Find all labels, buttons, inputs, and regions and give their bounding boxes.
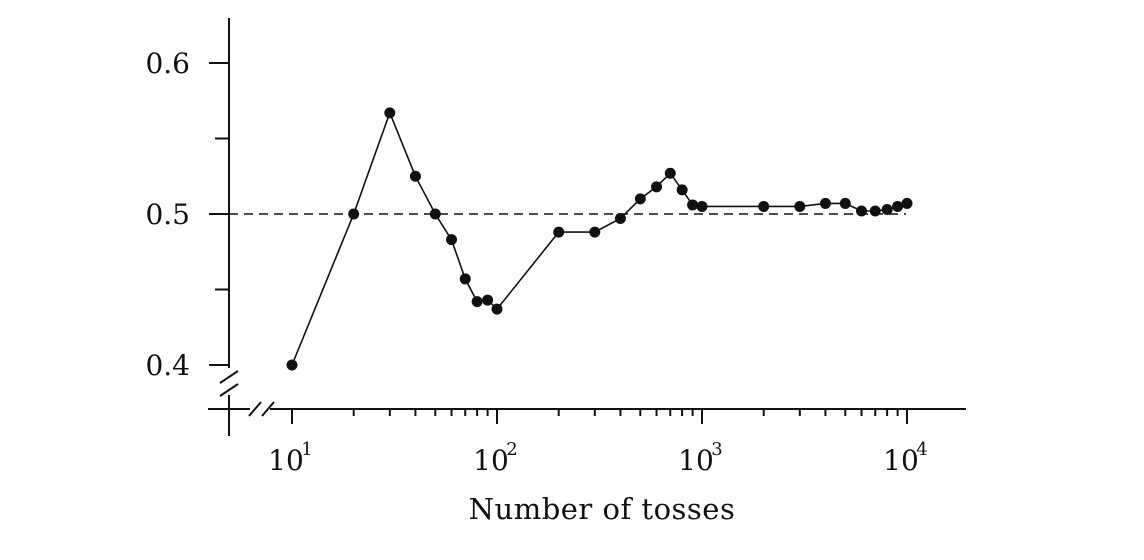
x-tick-label: 10 — [473, 444, 509, 477]
data-point — [459, 273, 471, 285]
data-point — [696, 200, 708, 212]
data-point — [839, 197, 851, 209]
data-point — [446, 234, 458, 246]
data-point — [491, 303, 503, 315]
data-point — [758, 200, 770, 212]
data-point — [589, 226, 601, 238]
data-point — [664, 167, 676, 179]
data-point — [553, 226, 565, 238]
x-axis-break-mark — [261, 401, 275, 417]
data-point — [794, 200, 806, 212]
y-tick-label: 0.4 — [145, 349, 190, 382]
data-point — [881, 203, 893, 215]
x-tick-exponent: 2 — [506, 439, 517, 460]
x-tick-label: 10 — [678, 444, 714, 477]
data-point — [286, 359, 298, 371]
data-point — [687, 199, 699, 211]
data-point — [819, 197, 831, 209]
x-tick-label: 10 — [883, 444, 919, 477]
x-axis-break-mark — [248, 401, 262, 417]
x-tick-exponent: 4 — [916, 439, 927, 460]
data-point — [384, 107, 396, 119]
data-point — [471, 296, 483, 308]
y-axis-break-mark — [219, 383, 239, 397]
data-point — [651, 181, 663, 193]
y-axis-break-mark — [219, 370, 239, 384]
data-point — [856, 205, 868, 217]
series-group — [286, 107, 913, 371]
data-point — [409, 170, 421, 182]
data-point — [676, 184, 688, 196]
y-tick-label: 0.6 — [145, 47, 190, 80]
series-line — [291, 110, 908, 366]
data-point — [901, 197, 913, 209]
x-tick-label: 10 — [268, 444, 304, 477]
data-point — [892, 200, 904, 212]
data-point — [348, 208, 360, 220]
data-point — [869, 205, 881, 217]
data-point — [634, 193, 646, 205]
x-tick-exponent: 1 — [301, 439, 312, 460]
y-tick-label: 0.5 — [145, 198, 190, 231]
x-axis-title: Number of tosses — [469, 492, 736, 526]
data-point — [614, 213, 626, 225]
x-tick-exponent: 3 — [711, 439, 722, 460]
data-point — [482, 294, 494, 306]
axes — [208, 18, 966, 436]
data-point — [429, 208, 441, 220]
